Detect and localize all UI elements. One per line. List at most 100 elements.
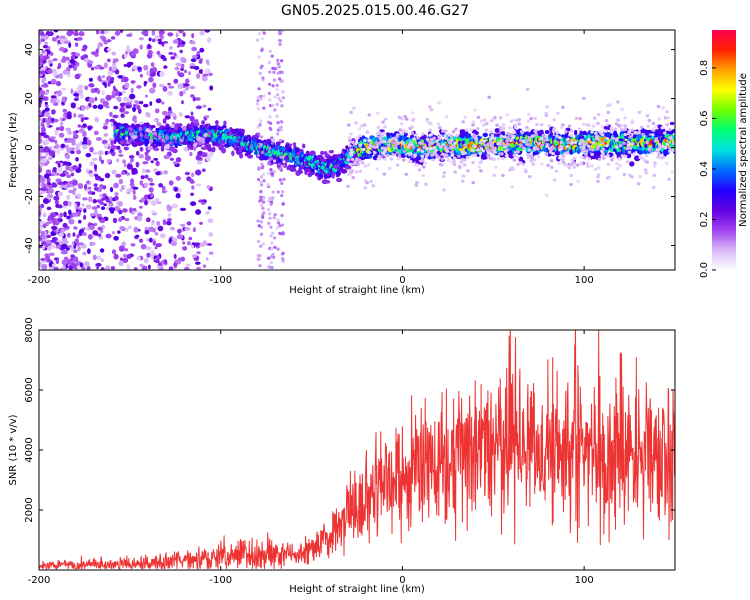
heatmap-cell-3909	[126, 264, 131, 270]
heatmap-cell-600	[240, 128, 245, 134]
y-tick-label: 20	[24, 92, 35, 105]
heatmap-cell-3169	[147, 50, 153, 55]
heatmap-cell-1053	[335, 170, 341, 177]
heatmap-cell-4513	[382, 172, 387, 176]
heatmap-cell-3872	[137, 215, 143, 222]
heatmap-cell-4011	[260, 203, 264, 208]
heatmap-cell-1646	[460, 131, 467, 137]
heatmap-cell-4732	[485, 148, 490, 152]
heatmap-cell-3783	[49, 138, 55, 143]
heatmap-cell-4449	[651, 133, 655, 137]
heatmap-cell-3686	[152, 38, 156, 43]
heatmap-cell-4398	[614, 122, 619, 126]
heatmap-cell-3766	[112, 62, 117, 68]
heatmap-cell-4789	[551, 146, 556, 150]
heatmap-cell-3948	[258, 264, 262, 268]
heatmap-cell-3531	[39, 163, 45, 167]
heatmap-cell-3583	[59, 35, 66, 40]
heatmap-cell-3669	[156, 50, 161, 55]
heatmap-cell-4036	[271, 84, 275, 88]
heatmap-cell-4564	[559, 126, 564, 130]
heatmap-cell-4655	[653, 161, 657, 165]
heatmap-cell-418	[201, 120, 206, 125]
heatmap-cell-4276	[645, 141, 649, 145]
heatmap-cell-4692	[358, 169, 363, 173]
heatmap-cell-4641	[489, 130, 493, 134]
heatmap-cell-3488	[119, 92, 123, 96]
heatmap-cell-3767	[59, 185, 65, 189]
heatmap-cell-3658	[68, 209, 72, 215]
heatmap-cell-3495	[123, 185, 126, 189]
heatmap-cell-3317	[81, 105, 85, 112]
heatmap-cell-3310	[182, 32, 186, 37]
heatmap-cell-3926	[144, 230, 150, 235]
heatmap-cell-3159	[115, 173, 122, 178]
heatmap-cell-4524	[541, 133, 545, 138]
heatmap-cell-3158	[207, 131, 212, 136]
heatmap-cell-3446	[193, 66, 200, 70]
heatmap-cell-4082	[266, 182, 270, 187]
heatmap-cell-3959	[261, 215, 265, 219]
heatmap-cell-3632	[42, 198, 50, 205]
heatmap-cell-3817	[65, 165, 70, 171]
heatmap-cell-4814	[358, 143, 363, 147]
heatmap-cell-4268	[516, 155, 520, 160]
heatmap-cell-3882	[79, 262, 84, 268]
heatmap-cell-3431	[42, 212, 47, 218]
heatmap-cell-4748	[444, 137, 449, 141]
heatmap-cell-828	[288, 143, 293, 147]
heatmap-cell-4423	[534, 132, 538, 136]
heatmap-cell-3755	[85, 204, 92, 210]
heatmap-cell-515	[221, 147, 226, 154]
heatmap-cell-2931	[198, 69, 203, 74]
heatmap-cell-3198	[101, 139, 108, 145]
heatmap-cell-4601	[614, 145, 619, 149]
heatmap-cell-3692	[51, 263, 56, 267]
heatmap-cell-4061	[267, 60, 271, 64]
heatmap-cell-4395	[627, 129, 632, 133]
heatmap-cell-4234	[616, 118, 620, 122]
heatmap-cell-4076	[271, 66, 275, 70]
heatmap-cell-3688	[124, 103, 127, 107]
heatmap-cell-4484	[529, 153, 534, 157]
heatmap-cell-3529	[64, 144, 69, 149]
spectrogram-x-ticks: -200 -100 0 100	[28, 30, 594, 286]
heatmap-cell-4057	[268, 49, 272, 54]
heatmap-cell-4163	[532, 158, 537, 162]
heatmap-cell-4597	[428, 105, 432, 109]
heatmap-cell-4633	[478, 141, 483, 145]
heatmap-cell-3101	[54, 140, 58, 144]
heatmap-cell-3830	[161, 138, 165, 143]
heatmap-cell-3035	[73, 226, 78, 230]
heatmap-cell-4235	[527, 112, 531, 116]
heatmap-cell-4390	[501, 157, 505, 161]
heatmap-cell-4330	[495, 123, 499, 127]
heatmap-cell-3673	[196, 266, 202, 270]
heatmap-cell-3847	[103, 133, 109, 137]
heatmap-cell-3925	[66, 113, 72, 120]
heatmap-cell-3678	[188, 71, 191, 76]
heatmap-cell-3999	[256, 99, 260, 103]
heatmap-cell-3081	[168, 51, 174, 55]
heatmap-cell-3483	[39, 261, 43, 267]
heatmap-cell-3318	[168, 85, 175, 89]
heatmap-cell-3897	[136, 256, 142, 261]
heatmap-cell-3894	[203, 132, 208, 137]
heatmap-cell-2787	[192, 96, 196, 102]
heatmap-cell-4661	[430, 141, 435, 145]
heatmap-cell-847	[292, 142, 297, 146]
heatmap-cell-4307	[667, 177, 671, 181]
heatmap-cell-4801	[481, 123, 486, 127]
heatmap-cell-4120	[282, 177, 286, 181]
heatmap-cell-4586	[407, 145, 411, 149]
heatmap-cell-3990	[259, 195, 263, 199]
heatmap-cell-4322	[641, 157, 645, 161]
heatmap-cell-4543	[517, 122, 521, 126]
heatmap-cell-4644	[596, 173, 601, 177]
colorbar-tick-label: 0.6	[699, 110, 710, 126]
heatmap-cell-3659	[130, 243, 136, 247]
heatmap-cell-4151	[280, 232, 284, 236]
heatmap-cell-3256	[39, 114, 45, 118]
heatmap-cell-976	[319, 173, 324, 178]
heatmap-cell-4383	[622, 141, 626, 145]
